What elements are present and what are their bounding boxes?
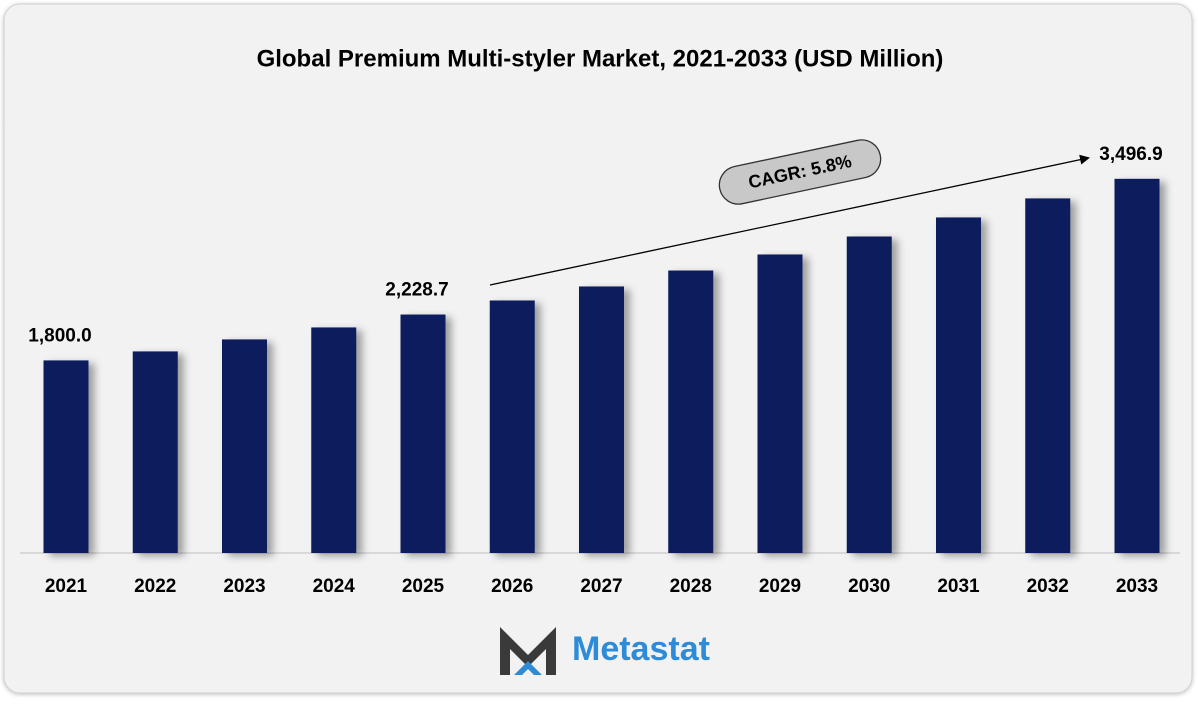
x-tick-label: 2026: [491, 576, 533, 597]
bar: [757, 254, 803, 553]
bar: [936, 217, 981, 553]
bar: [132, 351, 178, 553]
x-tick-label: 2023: [223, 576, 265, 597]
data-label: 3,496.9: [1099, 144, 1162, 165]
bar: [668, 270, 714, 553]
logo-icon: [500, 627, 556, 675]
x-tick-label: 2021: [45, 576, 88, 597]
x-tick-label: 2027: [580, 576, 622, 597]
x-tick-label: 2033: [1116, 576, 1158, 597]
bar: [1025, 198, 1071, 554]
x-tick-label: 2030: [848, 576, 890, 597]
x-tick-label: 2024: [313, 576, 356, 597]
cagr-pill: [718, 139, 882, 205]
bar: [489, 300, 535, 553]
x-tick-label: 2032: [1027, 576, 1069, 597]
data-label: 2,228.7: [385, 280, 448, 301]
logo-text: Metastat: [572, 630, 710, 668]
chart-title: Global Premium Multi-styler Market, 2021…: [257, 45, 944, 72]
data-label: 1,800.0: [28, 325, 91, 346]
bar: [846, 236, 892, 553]
bar: [1114, 178, 1160, 553]
bar: [579, 286, 624, 553]
x-tick-label: 2022: [134, 576, 176, 597]
bar: [43, 360, 89, 553]
x-tick-label: 2031: [937, 576, 980, 597]
bar: [311, 327, 357, 553]
bar: [400, 314, 446, 553]
x-tick-label: 2028: [670, 576, 712, 597]
x-tick-label: 2025: [402, 576, 445, 597]
x-tick-label: 2029: [759, 576, 801, 597]
bar: [222, 339, 267, 553]
cagr-arrow: [489, 154, 1090, 286]
